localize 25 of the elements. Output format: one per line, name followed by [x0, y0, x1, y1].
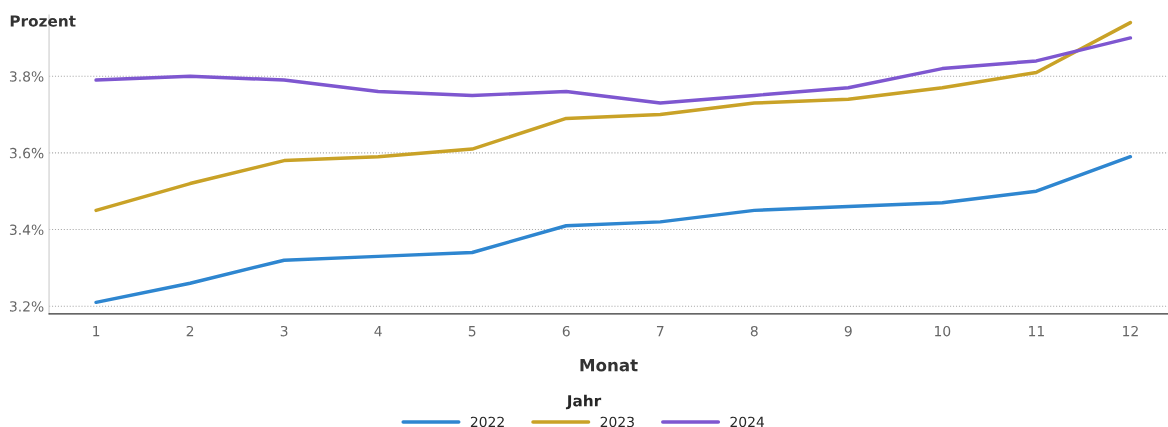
line-series: [94, 154, 1133, 305]
line-series: [94, 20, 1133, 213]
x-tick-label: 3: [280, 325, 288, 337]
x-tick-label: 11: [1029, 326, 1044, 337]
y-tick-label: 3.2%: [9, 301, 44, 312]
x-tick-label: 2: [186, 325, 194, 337]
x-tick-label: 10: [935, 325, 951, 337]
x-tick-label: 7: [656, 326, 664, 337]
x-tick-label: 5: [468, 326, 476, 337]
y-tick-label: 3.8%: [9, 71, 44, 82]
legend-label: 2022: [470, 416, 504, 427]
y-tick-label: 3.4%: [9, 224, 44, 236]
x-tick-label: 1: [93, 326, 100, 337]
legend-label: 2023: [600, 416, 634, 427]
x-tick-label: 12: [1123, 325, 1138, 337]
line-series: [94, 36, 1133, 105]
x-tick-label: 6: [562, 325, 570, 337]
y-tick-label: 3.6%: [9, 147, 44, 159]
y-axis-title: Prozent: [10, 15, 76, 27]
x-axis-title: Monat: [580, 359, 638, 372]
legend-label: 2024: [730, 416, 765, 427]
x-tick-label: 9: [844, 325, 852, 337]
x-tick-label: 8: [750, 325, 758, 337]
legend-title: Jahr: [565, 394, 602, 410]
x-tick-label: 4: [374, 326, 382, 337]
